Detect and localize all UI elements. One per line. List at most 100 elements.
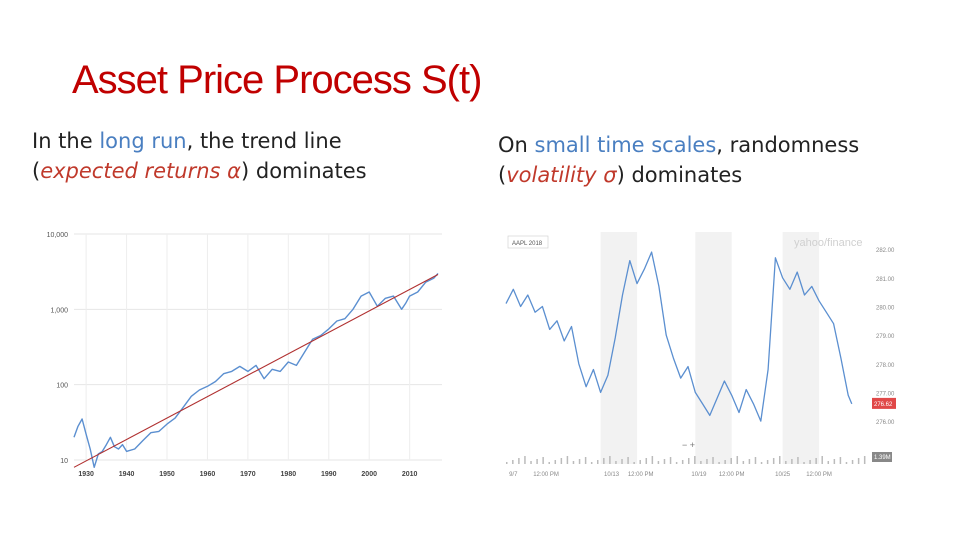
volume-bar [651, 456, 654, 464]
y-tick-label: 276.00 [876, 420, 895, 426]
intraday-chart: AAPL 2018 yahoo/finance 282.00 281.00 280.00… [505, 232, 896, 478]
volume-bar [669, 457, 672, 464]
volume-bar [815, 458, 817, 464]
y-tick-label: 10 [60, 458, 68, 465]
volume-bar [603, 458, 605, 464]
short-run-caption: On small time scales, randomness (volati… [498, 130, 859, 190]
y-tick-label: 1,000 [50, 307, 68, 314]
caption-emphasis: expected returns α [40, 159, 242, 183]
x-tick-label: 1990 [321, 471, 337, 478]
long-run-chart: 10 100 1,000 10,000 1930 1940 1950 1960 1970 1980… [47, 232, 442, 478]
intraday-price-line [505, 251, 853, 422]
volume-bar [694, 456, 696, 464]
volume-bar [779, 456, 781, 464]
caption-text: ( [498, 163, 507, 187]
volume-bar [542, 457, 544, 464]
volume-bar [506, 462, 508, 464]
series-legend-label: AAPL 2018 [512, 241, 543, 247]
volume-bar [724, 460, 726, 464]
x-tick-label: 12:00 PM [628, 472, 654, 478]
series-legend [507, 235, 549, 249]
y-tick-label: 282.00 [876, 248, 895, 254]
x-tick-label: 1960 [200, 471, 216, 478]
volume-bar [827, 461, 830, 464]
x-tick-label: 10/13 [604, 472, 620, 478]
volume-bar [536, 459, 538, 464]
x-tick-label: 12:00 PM [533, 472, 559, 478]
volume-bar [845, 462, 848, 464]
x-tick-label: 1970 [240, 471, 256, 478]
volume-bar [615, 461, 617, 464]
volume-bar [736, 456, 739, 464]
volume-bar [663, 459, 666, 464]
session-band [782, 232, 820, 464]
zoom-control: − + [682, 440, 695, 450]
caption-highlight: small time scales [534, 133, 717, 157]
volume-bar [809, 460, 811, 464]
yahoo-finance-watermark: yahoo/finance [794, 237, 863, 249]
session-band [695, 232, 732, 464]
long-run-caption-line2: (expected returns α) dominates [32, 156, 367, 186]
volume-bar [681, 460, 684, 464]
volume-bar [639, 460, 641, 464]
volume-badge-label: 1.39M [874, 455, 891, 461]
volume-bar [742, 461, 745, 464]
volume-bar [766, 460, 769, 464]
long-run-caption: In the long run, the trend line (expecte… [32, 126, 367, 186]
volume-bar [712, 457, 714, 464]
volume-bar [791, 459, 793, 464]
volume-bar [518, 458, 520, 464]
volume-bar [760, 462, 763, 464]
volume-bar [584, 457, 587, 464]
price-series-line [73, 272, 439, 469]
volume-bar [548, 462, 550, 464]
volume-bar [772, 458, 775, 464]
volume-bar [590, 462, 593, 464]
caption-text: ) dominates [241, 159, 367, 183]
slide-title: Asset Price Process S(t) [72, 58, 482, 102]
volume-bar [730, 458, 732, 464]
volume-bar [524, 456, 526, 464]
volume-bar [530, 461, 532, 464]
volume-bar [700, 461, 702, 464]
volume-bar [512, 460, 514, 464]
volume-bar [754, 457, 757, 464]
caption-text: ( [32, 159, 41, 183]
caption-highlight: long run [99, 129, 187, 153]
caption-text: , the trend line [186, 129, 342, 153]
x-tick-label: 1940 [119, 471, 135, 478]
x-tick-label: 1980 [281, 471, 297, 478]
volume-bar [803, 462, 805, 464]
short-run-caption-line2: (volatility σ) dominates [498, 160, 859, 190]
volume-bar [627, 457, 629, 464]
volume-bar [688, 458, 690, 464]
x-tick-label: 10/19 [691, 472, 707, 478]
short-run-caption-line1: On small time scales, randomness [498, 130, 859, 160]
volume-bar [633, 462, 635, 464]
volume-bar [597, 460, 599, 464]
volume-bar [821, 456, 823, 464]
volume-bar [554, 460, 557, 464]
y-tick-label: 279.00 [876, 334, 895, 340]
x-tick-label: 1930 [78, 471, 94, 478]
y-tick-label: 281.00 [876, 277, 895, 283]
price-badge [872, 397, 896, 409]
volume-bar [560, 458, 563, 464]
y-tick-label: 280.00 [876, 305, 895, 311]
volume-bar [566, 456, 569, 464]
volume-bar [857, 458, 860, 464]
volume-bar [621, 459, 623, 464]
caption-text: On [498, 133, 535, 157]
volume-bar [863, 456, 866, 464]
y-tick-label: 277.00 [876, 391, 895, 397]
volume-bar [748, 459, 751, 464]
x-tick-label: 1950 [159, 471, 175, 478]
volume-bar [851, 460, 854, 464]
caption-text: ) dominates [616, 163, 743, 187]
y-tick-label: 278.00 [876, 363, 895, 369]
x-tick-label: 9/7 [509, 472, 518, 478]
volume-bar [797, 457, 799, 464]
price-badge-label: 276.62 [874, 402, 893, 408]
volume-bar [839, 457, 842, 464]
x-tick-label: 12:00 PM [806, 472, 832, 478]
